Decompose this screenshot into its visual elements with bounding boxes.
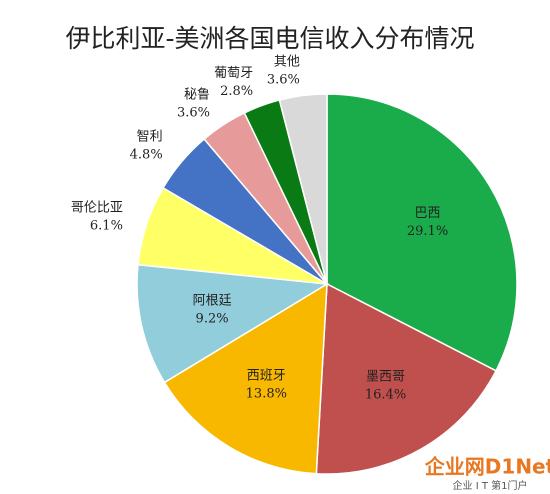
slice-value-label: 3.6%	[177, 105, 210, 120]
slice-label: 西班牙	[247, 368, 286, 383]
slice-label: 智利	[137, 129, 163, 144]
pie-slice	[326, 93, 518, 372]
chart-title: 伊比利亚-美洲各国电信收入分布情况	[65, 24, 474, 53]
pie-slice	[315, 282, 498, 475]
slice-label: 阿根廷	[193, 293, 232, 308]
slice-value-label: 6.1%	[90, 219, 123, 234]
slice-label: 其他	[274, 55, 300, 70]
slice-label: 葡萄牙	[214, 66, 253, 81]
pie-slice	[163, 282, 328, 475]
slice-value-label: 4.8%	[130, 147, 163, 162]
slice-value-label: 9.2%	[196, 311, 229, 326]
pie-slice	[136, 263, 330, 384]
slice-label: 巴西	[415, 206, 441, 221]
slice-value-label: 2.8%	[220, 84, 253, 99]
slice-label: 墨西哥	[366, 370, 405, 385]
watermark-slogan: 企业 I T 第1门户	[453, 479, 528, 492]
slice-label: 秘鲁	[184, 87, 210, 102]
slice-value-label: 3.6%	[267, 73, 300, 88]
slice-label: 哥伦比亚	[71, 201, 123, 216]
watermark-brand: 企业网D1Net	[424, 455, 550, 479]
slice-value-label: 16.4%	[365, 388, 406, 403]
slice-value-label: 29.1%	[407, 224, 448, 239]
pie-slice	[278, 93, 328, 285]
slice-value-label: 13.8%	[246, 386, 287, 401]
